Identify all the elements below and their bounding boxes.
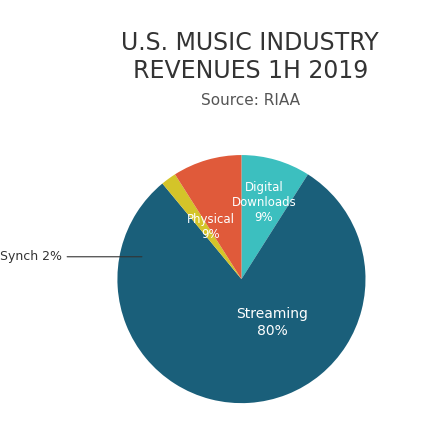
Text: Digital
Downloads
9%: Digital Downloads 9% — [231, 181, 296, 224]
Text: Synch 2%: Synch 2% — [0, 250, 141, 263]
Wedge shape — [175, 155, 241, 279]
Text: Physical
9%: Physical 9% — [186, 213, 234, 241]
Text: Source: RIAA: Source: RIAA — [200, 93, 299, 108]
Text: Streaming
80%: Streaming 80% — [236, 307, 307, 338]
Text: U.S. MUSIC INDUSTRY
REVENUES 1H 2019: U.S. MUSIC INDUSTRY REVENUES 1H 2019 — [121, 31, 378, 83]
Wedge shape — [117, 175, 365, 403]
Wedge shape — [241, 155, 307, 279]
Text: FIGURE 2: FIGURE 2 — [17, 48, 27, 102]
Wedge shape — [162, 175, 241, 279]
